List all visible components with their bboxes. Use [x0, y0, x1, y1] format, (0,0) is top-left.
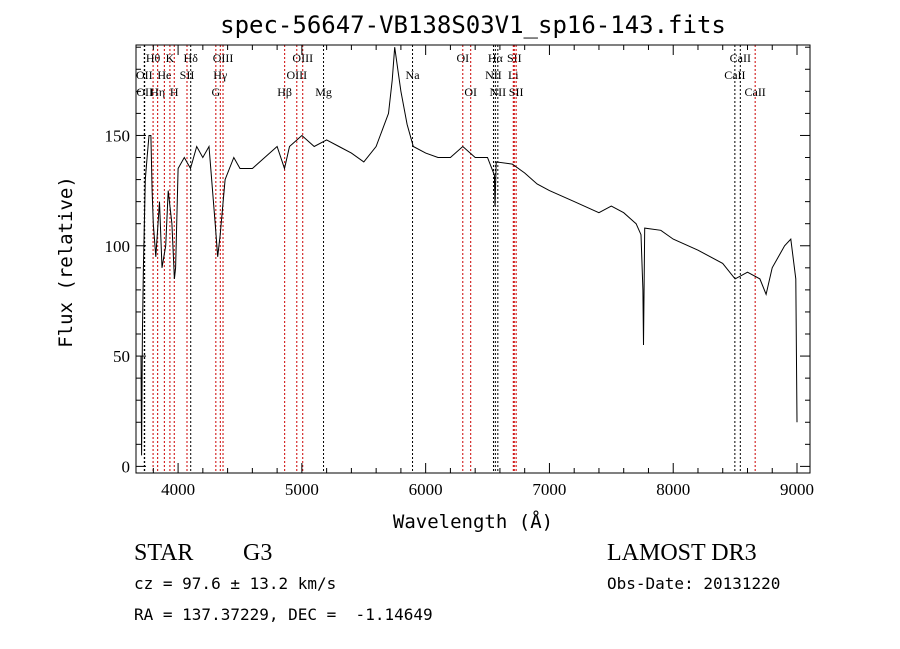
line-label: Hη — [150, 85, 165, 99]
line-label: Hβ — [277, 85, 292, 99]
axis-ticks: 4000 5000 6000 7000 8000 9000 0 50 100 150 — [105, 45, 814, 499]
y-tick-label: 50 — [113, 347, 130, 366]
x-tick-label: 7000 — [532, 480, 566, 499]
y-tick-label: 0 — [122, 457, 131, 476]
x-tick-label: 5000 — [285, 480, 319, 499]
x-tick-label: 8000 — [656, 480, 690, 499]
line-label: OI — [456, 51, 469, 65]
line-label: K — [166, 51, 175, 65]
line-label: Hγ — [213, 68, 228, 82]
y-tick-label: 150 — [105, 126, 131, 145]
y-axis-label: Flux (relative) — [55, 176, 77, 348]
y-tick-label: 100 — [105, 237, 131, 256]
line-label: NII — [485, 68, 502, 82]
object-class: STAR — [134, 540, 193, 566]
line-label: Li — [508, 68, 519, 82]
line-label: Hδ — [184, 51, 199, 65]
line-label: SII — [509, 85, 524, 99]
line-label: SII — [507, 51, 522, 65]
line-label: Mg — [315, 85, 332, 99]
x-tick-label: 4000 — [161, 480, 195, 499]
obs-date: Obs-Date: 20131220 — [607, 574, 780, 593]
line-label: G — [212, 85, 221, 99]
chart-title: spec-56647-VB138S03V1_sp16-143.fits — [220, 11, 726, 39]
line-label: OI — [464, 85, 477, 99]
line-label: He — [157, 68, 171, 82]
line-label: NII — [489, 85, 506, 99]
spectrum-line — [140, 47, 798, 456]
plot-frame — [135, 44, 811, 474]
line-label: CaII — [744, 85, 765, 99]
redshift-cz: cz = 97.6 ± 13.2 km/s — [134, 574, 336, 593]
line-label: CaII — [724, 68, 745, 82]
spectral-line-markers: OIIOIIHθHηHeKHSIIHδGHγOIIIHβOIIIOIIIMgNa… — [136, 45, 766, 473]
x-tick-label: 6000 — [409, 480, 443, 499]
line-label: SII — [180, 68, 195, 82]
line-label: OIII — [292, 51, 313, 65]
ra-dec: RA = 137.37229, DEC = -1.14649 — [134, 605, 433, 624]
line-label: Hθ — [146, 51, 161, 65]
line-label: OII — [136, 85, 153, 99]
line-label: Na — [406, 68, 421, 82]
survey-name: LAMOST DR3 — [607, 540, 757, 566]
object-subclass: G3 — [243, 540, 272, 566]
line-label: Hα — [488, 51, 504, 65]
x-tick-label: 9000 — [780, 480, 814, 499]
line-label: H — [170, 85, 179, 99]
line-label: CaII — [730, 51, 751, 65]
line-label: OIII — [286, 68, 307, 82]
line-label: OIII — [213, 51, 234, 65]
x-axis-label: Wavelength (Å) — [393, 510, 553, 533]
